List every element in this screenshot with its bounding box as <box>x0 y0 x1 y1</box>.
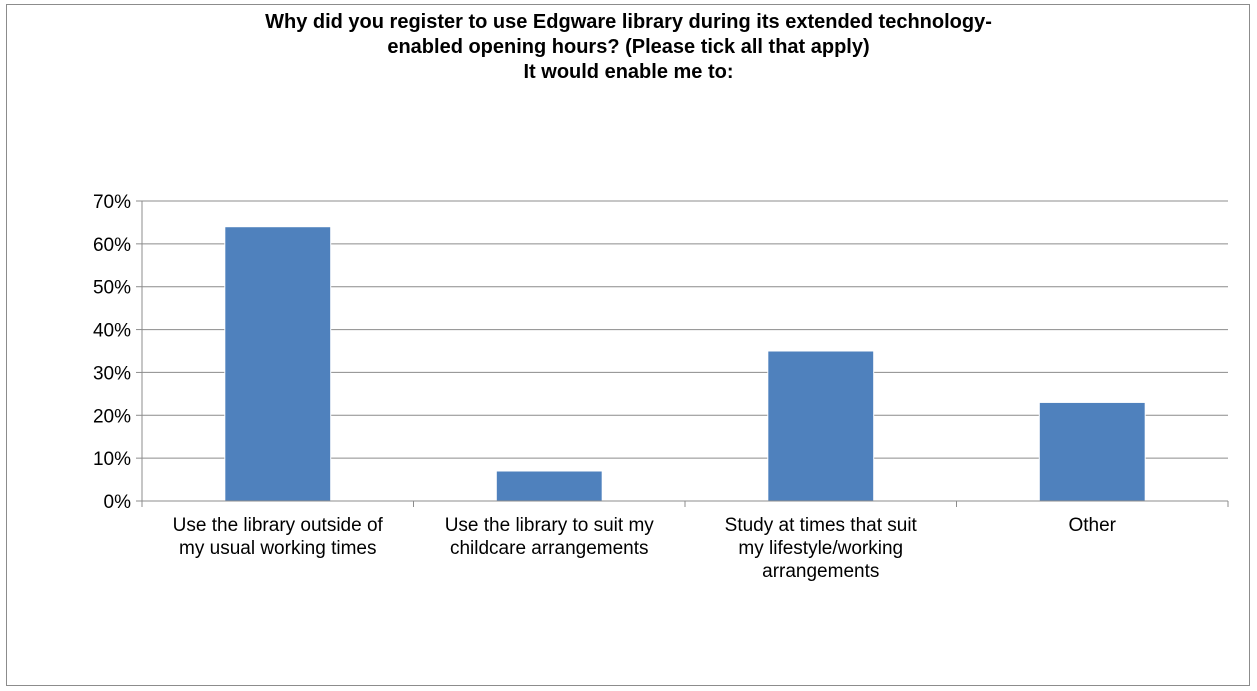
chart-frame <box>6 4 1250 686</box>
chart-title-line-2: enabled opening hours? (Please tick all … <box>387 36 870 58</box>
x-category-label: Use the library outside of my usual worki… <box>173 515 384 559</box>
x-category-label-line: childcare arrangements <box>450 538 649 559</box>
bar <box>495 470 603 502</box>
bars <box>224 226 1146 502</box>
chart-title-line-3: It would enable me to: <box>523 61 734 83</box>
y-tick-labels: 0% 10% 20% 30% 40% 50% 60% 70% <box>93 192 131 513</box>
x-category-label: Study at times that suit my lifestyle/wor… <box>725 515 918 582</box>
x-category-labels: Use the library outside of my usual worki… <box>173 515 1117 582</box>
y-tick-label: 0% <box>104 492 132 513</box>
y-tick-label: 20% <box>93 406 131 427</box>
x-category-label-line: arrangements <box>762 561 879 582</box>
chart-title-line-1: Why did you register to use Edgware libr… <box>265 11 992 33</box>
x-category-label-line: my lifestyle/working <box>738 538 903 559</box>
x-category-label-line: Other <box>1068 515 1116 536</box>
x-category-label-line: Study at times that suit <box>725 515 918 536</box>
bar <box>767 350 875 502</box>
x-category-label-line: my usual working times <box>179 538 376 559</box>
chart-title: Why did you register to use Edgware libr… <box>0 10 1257 85</box>
y-tick-label: 70% <box>93 192 131 213</box>
axes <box>136 200 1229 507</box>
bar <box>224 226 332 502</box>
y-tick-label: 10% <box>93 449 131 470</box>
x-category-label: Use the library to suit my childcare arra… <box>445 515 655 559</box>
bar <box>1038 401 1146 502</box>
y-tick-label: 50% <box>93 278 131 299</box>
x-category-label-line: Use the library outside of <box>173 515 384 536</box>
x-category-label-line: Use the library to suit my <box>445 515 655 536</box>
y-tick-label: 40% <box>93 321 131 342</box>
y-tick-label: 60% <box>93 235 131 256</box>
y-tick-label: 30% <box>93 363 131 384</box>
x-category-label: Other <box>1068 515 1116 536</box>
